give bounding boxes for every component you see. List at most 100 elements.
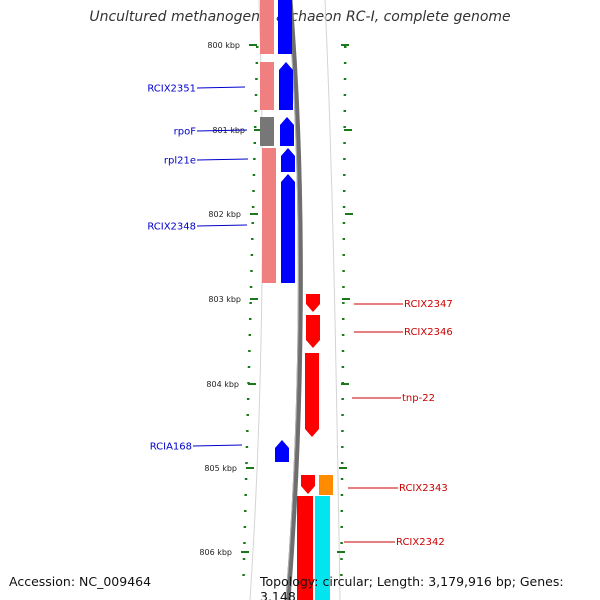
scale-dot xyxy=(244,478,248,480)
scale-dot xyxy=(340,558,343,560)
scale-dot xyxy=(342,190,346,192)
gene-label-leader xyxy=(196,224,248,227)
major-tick-right xyxy=(341,44,349,46)
scale-dot xyxy=(247,366,251,368)
major-tick-left xyxy=(250,213,258,215)
scale-dot xyxy=(340,542,343,544)
scale-dot xyxy=(254,94,258,96)
scale-dot xyxy=(341,334,345,336)
scale-dot xyxy=(340,478,344,480)
scale-dot xyxy=(344,46,347,48)
scale-dot xyxy=(342,286,345,288)
scale-dot xyxy=(342,254,345,256)
scale-dot xyxy=(243,526,247,528)
scale-dot xyxy=(253,158,256,160)
scale-dot xyxy=(245,462,248,464)
major-tick-right xyxy=(344,129,352,131)
gene-arrow xyxy=(279,62,293,110)
major-tick-left xyxy=(254,129,262,131)
scale-dot xyxy=(341,430,344,432)
gene-arrow xyxy=(280,117,294,146)
genome-title: Uncultured methanogenic archaeon RC-I, c… xyxy=(89,9,511,25)
scale-dot xyxy=(243,542,246,544)
scale-dot xyxy=(343,158,346,160)
scale-dot xyxy=(250,254,254,256)
scale-dot xyxy=(342,206,346,208)
gene-arrow xyxy=(281,148,295,172)
scale-dot xyxy=(342,270,345,272)
scale-dot xyxy=(342,302,345,304)
scale-dot xyxy=(255,78,258,80)
scale-dot xyxy=(253,142,257,144)
cds-block xyxy=(319,475,333,495)
major-tick-left xyxy=(250,298,258,300)
scale-dot xyxy=(252,174,256,176)
scale-dot xyxy=(253,126,257,128)
cds-block xyxy=(297,496,313,600)
scale-dot xyxy=(246,398,250,400)
major-tick-left xyxy=(246,467,254,469)
kbp-label: 804 kbp xyxy=(206,380,239,389)
major-tick-left xyxy=(248,383,256,385)
gene-label-right: RCIX2342 xyxy=(396,537,445,548)
cds-block xyxy=(260,117,274,146)
gene-arrow xyxy=(301,475,315,494)
gene-label-leader xyxy=(196,129,248,132)
scale-dot xyxy=(245,446,249,448)
scale-dot xyxy=(252,190,255,192)
scale-dot xyxy=(343,142,346,144)
gene-label-leader xyxy=(196,158,249,161)
scale-dot xyxy=(256,46,259,48)
scale-dot xyxy=(249,286,253,288)
scale-dot xyxy=(341,366,345,368)
scale-dot xyxy=(254,110,257,112)
major-tick-left xyxy=(249,44,257,46)
scale-dot xyxy=(251,222,254,224)
kbp-label: 806 kbp xyxy=(199,548,232,557)
scale-dot xyxy=(244,510,247,512)
major-tick-right xyxy=(342,298,350,300)
scale-dot xyxy=(251,206,255,208)
cds-block xyxy=(315,496,330,600)
gene-arrow xyxy=(278,0,292,54)
scale-dot xyxy=(248,334,252,336)
scale-dot xyxy=(246,430,249,432)
scale-dot xyxy=(250,270,253,272)
genome-backbone-arc xyxy=(285,0,303,600)
scale-dot xyxy=(343,126,346,128)
scale-dot xyxy=(342,238,346,240)
scale-dot xyxy=(341,446,344,448)
scale-dot xyxy=(255,62,259,64)
genome-backbone-highlight xyxy=(285,0,299,600)
gene-label-left: rpl21e xyxy=(164,156,196,167)
kbp-label: 803 kbp xyxy=(208,295,241,304)
topology-label: Topology: circular; Length: 3,179,916 bp… xyxy=(260,574,564,600)
gene-label-right: RCIX2346 xyxy=(404,327,453,338)
gene-label-right: RCIX2343 xyxy=(399,483,448,494)
major-tick-left xyxy=(241,551,249,553)
gene-label-left: rpoF xyxy=(174,127,197,138)
gene-label-left: RCIA168 xyxy=(150,442,192,453)
scale-dot xyxy=(340,574,343,576)
scale-dot xyxy=(341,414,344,416)
gene-arrow xyxy=(281,174,295,283)
gene-label-left: RCIX2351 xyxy=(147,84,196,95)
gene-arrow xyxy=(306,294,320,312)
gene-label-left: RCIX2348 xyxy=(147,222,196,233)
gene-label-right: tnp-22 xyxy=(402,393,435,404)
scale-dot xyxy=(246,414,249,416)
track-rail-right xyxy=(324,0,341,600)
scale-dot xyxy=(244,494,247,496)
gene-arrow xyxy=(305,353,319,437)
scale-dot xyxy=(343,174,346,176)
cds-block xyxy=(260,0,274,54)
cds-block xyxy=(262,148,276,283)
gene-label-leader xyxy=(196,86,246,89)
scale-dot xyxy=(248,350,251,352)
scale-dot xyxy=(343,94,347,96)
gene-arrow xyxy=(275,440,289,462)
scale-dot xyxy=(248,318,252,320)
scale-dot xyxy=(343,62,347,64)
